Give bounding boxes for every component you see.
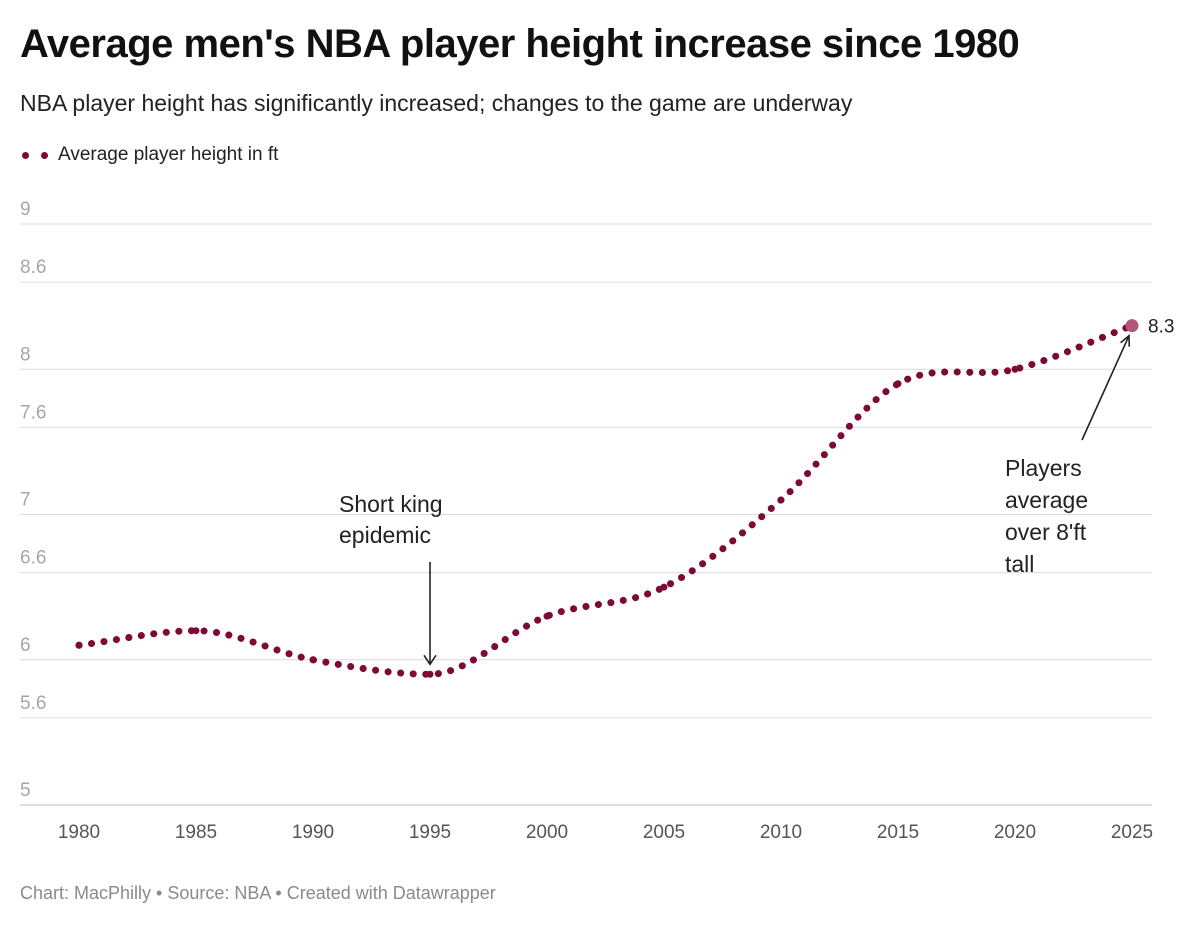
- x-tick-label: 2020: [994, 822, 1036, 843]
- data-point: [894, 380, 902, 388]
- chart-subtitle: NBA player height has significantly incr…: [20, 90, 853, 116]
- data-point: [777, 496, 785, 504]
- y-tick-label: 6: [20, 635, 31, 656]
- chart-footer: Chart: MacPhilly • Source: NBA • Created…: [20, 883, 496, 903]
- chart-title: Average men's NBA player height increase…: [20, 22, 1020, 66]
- annotation-arrow: [1081, 335, 1130, 441]
- annotation-players-average: Players average over 8'ft tall: [1005, 455, 1088, 577]
- data-point: [426, 670, 434, 678]
- data-point: [75, 641, 83, 649]
- y-tick-label: 6.6: [20, 548, 46, 569]
- annotation-short-king: Short king epidemic: [339, 491, 443, 548]
- x-tick-label: 1990: [292, 822, 334, 843]
- y-tick-label: 8: [20, 344, 31, 365]
- x-tick-label: 2010: [760, 822, 802, 843]
- y-tick-label: 7: [20, 490, 31, 511]
- y-tick-label: 5: [20, 780, 31, 801]
- x-tick-label: 2005: [643, 822, 685, 843]
- data-point: [1011, 365, 1019, 373]
- x-tick-label: 1995: [409, 822, 451, 843]
- data-point: [309, 656, 317, 664]
- x-tick-label: 1985: [175, 822, 217, 843]
- y-tick-label: 9: [20, 199, 31, 220]
- grid-lines: [20, 223, 1152, 806]
- y-tick-label: 8.6: [20, 257, 46, 278]
- legend: Average player height in ft: [22, 144, 278, 166]
- x-tick-label: 2015: [877, 822, 919, 843]
- end-point: [1125, 319, 1139, 333]
- data-point: [543, 612, 551, 620]
- y-tick-label: 7.6: [20, 402, 46, 423]
- x-axis-ticks: 1980 1985 1990 1995 2000 2005 2010 2015 2020 2025: [58, 822, 1153, 843]
- series-line: [75, 322, 1136, 678]
- annotation-arrowhead: [423, 654, 437, 666]
- data-point: [660, 583, 668, 591]
- y-tick-label: 5.6: [20, 693, 46, 714]
- y-axis-ticks: 5 5.6 6 6.6 7 7.6 8 8.6 9: [20, 199, 46, 801]
- x-tick-label: 2000: [526, 822, 568, 843]
- legend-swatch-icon: [22, 150, 48, 160]
- x-tick-label: 1980: [58, 822, 100, 843]
- annotations: Short king epidemic Players average over 8'f…: [339, 333, 1131, 666]
- series-group: 8.3: [75, 317, 1174, 678]
- x-tick-label: 2025: [1111, 822, 1153, 843]
- end-value-label: 8.3: [1148, 317, 1174, 338]
- data-point: [192, 627, 200, 635]
- annotation-arrowhead: [1120, 333, 1131, 347]
- legend-label: Average player height in ft: [58, 144, 279, 165]
